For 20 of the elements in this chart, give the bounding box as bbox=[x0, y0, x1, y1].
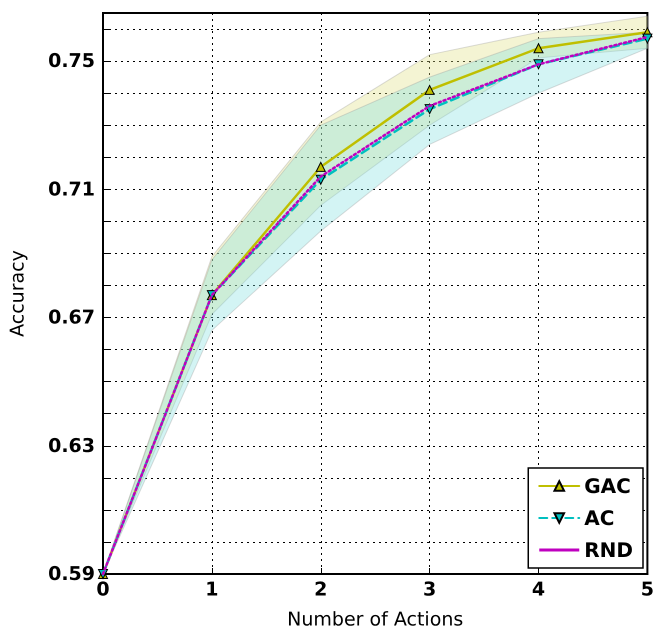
point bbox=[424, 84, 435, 95]
x-tick-label: 0 bbox=[96, 578, 110, 600]
x-tick-label: 1 bbox=[205, 578, 218, 600]
y-tick-label: 0.59 bbox=[48, 563, 95, 585]
point bbox=[534, 43, 544, 54]
point bbox=[642, 34, 652, 44]
x-tick-label: 2 bbox=[314, 578, 328, 600]
x-axis-title: Number of Actions bbox=[287, 608, 464, 630]
legend-label: AC bbox=[584, 506, 614, 530]
legend-label: GAC bbox=[584, 474, 631, 498]
x-tick-label: 4 bbox=[532, 578, 546, 600]
y-tick-label: 0.71 bbox=[48, 178, 95, 200]
y-tick-label: 0.63 bbox=[48, 434, 95, 457]
x-tick-label: 5 bbox=[640, 578, 654, 600]
legend-label: RND bbox=[584, 538, 634, 562]
x-tick-label: 3 bbox=[423, 578, 436, 600]
y-axis-title: Accuracy bbox=[6, 250, 28, 337]
y-tick-label: 0.75 bbox=[48, 50, 95, 72]
point bbox=[316, 162, 326, 172]
y-tick-label: 0.67 bbox=[48, 306, 95, 329]
